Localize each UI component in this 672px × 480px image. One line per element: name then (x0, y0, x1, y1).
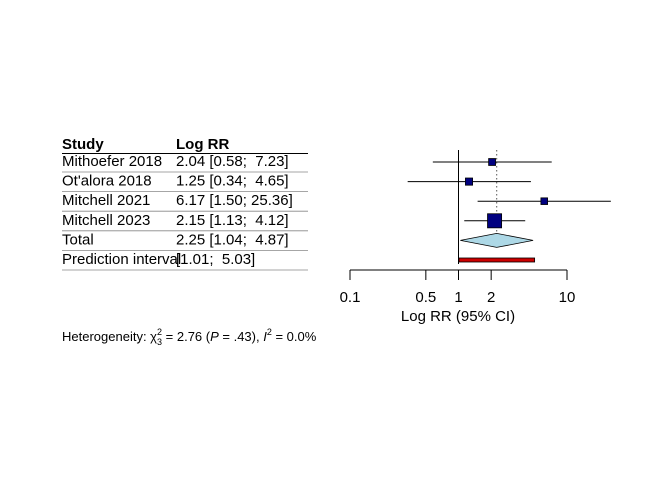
effect-label: 2.04 [0.58; 7.23] (176, 153, 289, 170)
study-square (488, 158, 496, 166)
study-name: Mitchell 2021 (62, 192, 150, 209)
effect-label: 2.15 [1.13; 4.12] (176, 212, 289, 229)
text-part: I (263, 329, 267, 344)
x-tick-label: 0.5 (415, 289, 436, 306)
text-part: = .43), (219, 329, 263, 344)
x-axis-label: Log RR (95% CI) (401, 308, 515, 325)
text-part: 2 (157, 327, 162, 337)
x-tick-label: 0.1 (340, 289, 361, 306)
column-header: Log RR (176, 136, 229, 153)
column-header: Study (62, 136, 104, 153)
prediction-interval (458, 257, 536, 263)
study-name: Mitchell 2023 (62, 212, 150, 229)
pooled-diamond (460, 232, 534, 248)
prediction-name: Prediction interval (62, 251, 181, 268)
total-name: Total (62, 231, 94, 248)
text-part: 3 (157, 337, 162, 347)
text-part: = 2.76 ( (162, 329, 211, 344)
effect-label: 2.25 [1.04; 4.87] (176, 231, 289, 248)
x-tick-label: 1 (454, 289, 462, 306)
x-tick-label: 10 (559, 289, 576, 306)
text-part: = 0.0% (272, 329, 317, 344)
x-tick-label: 2 (487, 289, 495, 306)
effect-label: 6.17 [1.50; 25.36] (176, 192, 293, 209)
study-square (487, 213, 503, 229)
text-part: Heterogeneity: χ (62, 329, 157, 344)
effect-label: 1.25 [0.34; 4.65] (176, 173, 289, 190)
study-square (465, 177, 473, 186)
text-part: 2 (267, 327, 272, 337)
study-square (540, 197, 548, 205)
heterogeneity: Heterogeneity: χ2 3 = 2.76 (P = .43), I2 … (62, 327, 317, 347)
study-name: Ot'alora 2018 (62, 173, 152, 190)
study-name: Mithoefer 2018 (62, 153, 162, 170)
effect-label: [1.01; 5.03] (176, 251, 255, 268)
text-part: P (210, 329, 219, 344)
